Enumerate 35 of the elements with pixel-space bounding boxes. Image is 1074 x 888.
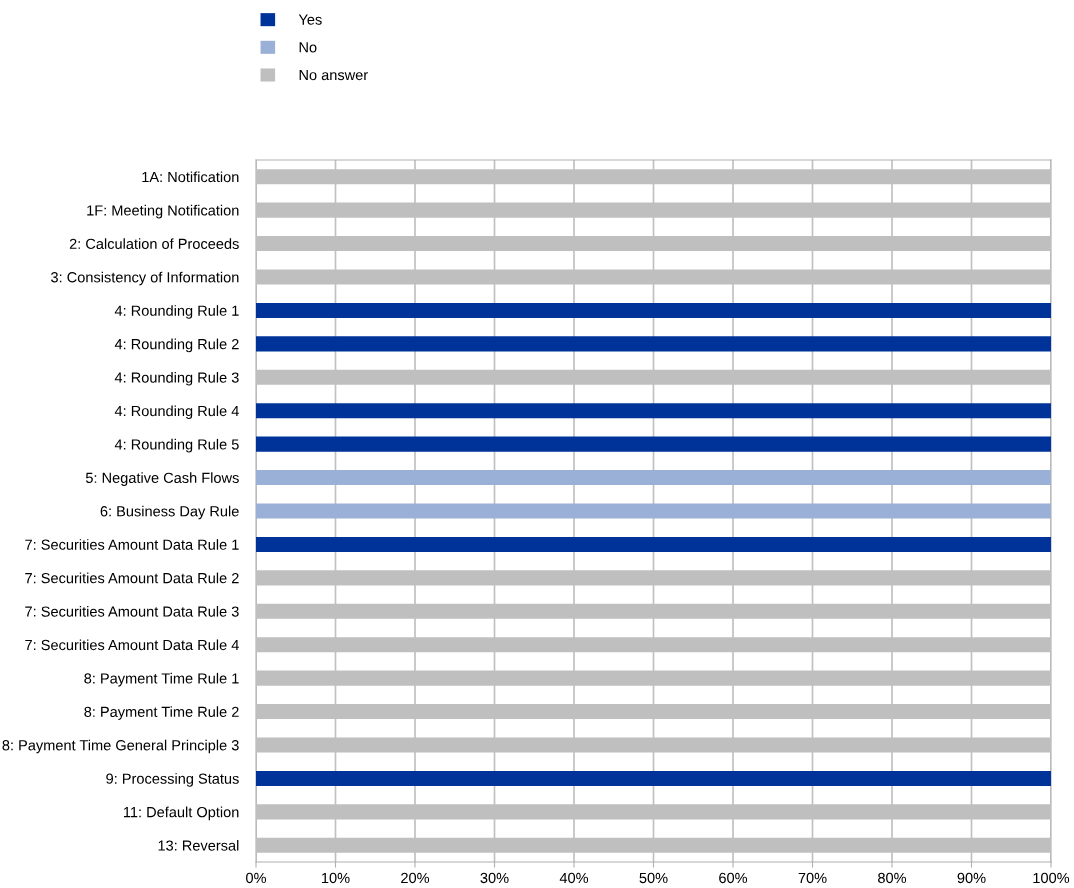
x-tick-label: 30% bbox=[480, 872, 509, 884]
y-tick-label: 5: Negative Cash Flows bbox=[85, 472, 239, 486]
x-tick-label: 70% bbox=[798, 872, 827, 884]
x-tick-label: 20% bbox=[401, 872, 430, 884]
legend-label: Yes bbox=[298, 14, 322, 25]
y-tick-label: 8: Payment Time Rule 1 bbox=[84, 672, 239, 687]
x-tick-label: 90% bbox=[957, 872, 986, 884]
x-tick-label: 100% bbox=[1033, 872, 1070, 884]
y-tick-label: 9: Processing Status bbox=[106, 773, 239, 787]
legend-label: No answer bbox=[299, 69, 368, 81]
y-tick-label: 7: Securities Amount Data Rule 4 bbox=[25, 639, 239, 651]
x-tick-label: 80% bbox=[878, 872, 907, 884]
y-tick-label: 4: Rounding Rule 5 bbox=[114, 438, 239, 453]
x-tick-label: 0% bbox=[246, 872, 267, 884]
y-tick-label: 7: Securities Amount Data Rule 3 bbox=[25, 606, 239, 617]
y-tick-label: 4: Rounding Rule 4 bbox=[114, 405, 239, 420]
y-tick-label: 11: Default Option bbox=[123, 806, 239, 821]
y-tick-label: 7: Securities Amount Data Rule 2 bbox=[25, 572, 239, 584]
y-tick-label: 8: Payment Time General Principle 3 bbox=[2, 739, 239, 754]
y-tick-label: 4: Rounding Rule 1 bbox=[114, 305, 239, 319]
x-tick-label: 40% bbox=[559, 872, 589, 884]
x-tick-label: 10% bbox=[322, 872, 350, 884]
x-tick-label: 50% bbox=[639, 872, 668, 884]
x-tick-label: 60% bbox=[719, 872, 748, 884]
y-tick-label: 3: Consistency of Information bbox=[51, 271, 239, 286]
y-tick-label: 4: Rounding Rule 2 bbox=[114, 338, 239, 353]
y-tick-label: 4: Rounding Rule 3 bbox=[114, 372, 239, 386]
y-tick-label: 13: Reversal bbox=[158, 840, 239, 851]
y-tick-label: 1F: Meeting Notification bbox=[87, 204, 239, 219]
y-tick-label: 8: Payment Time Rule 2 bbox=[84, 706, 239, 720]
y-tick-label: 2: Calculation of Proceeds bbox=[69, 238, 239, 249]
legend-label: No bbox=[299, 42, 317, 53]
y-tick-label: 6: Business Day Rule bbox=[100, 505, 239, 520]
y-tick-label: 7: Securities Amount Data Rule 1 bbox=[25, 539, 239, 550]
y-tick-label: 1A: Notification bbox=[142, 171, 239, 183]
